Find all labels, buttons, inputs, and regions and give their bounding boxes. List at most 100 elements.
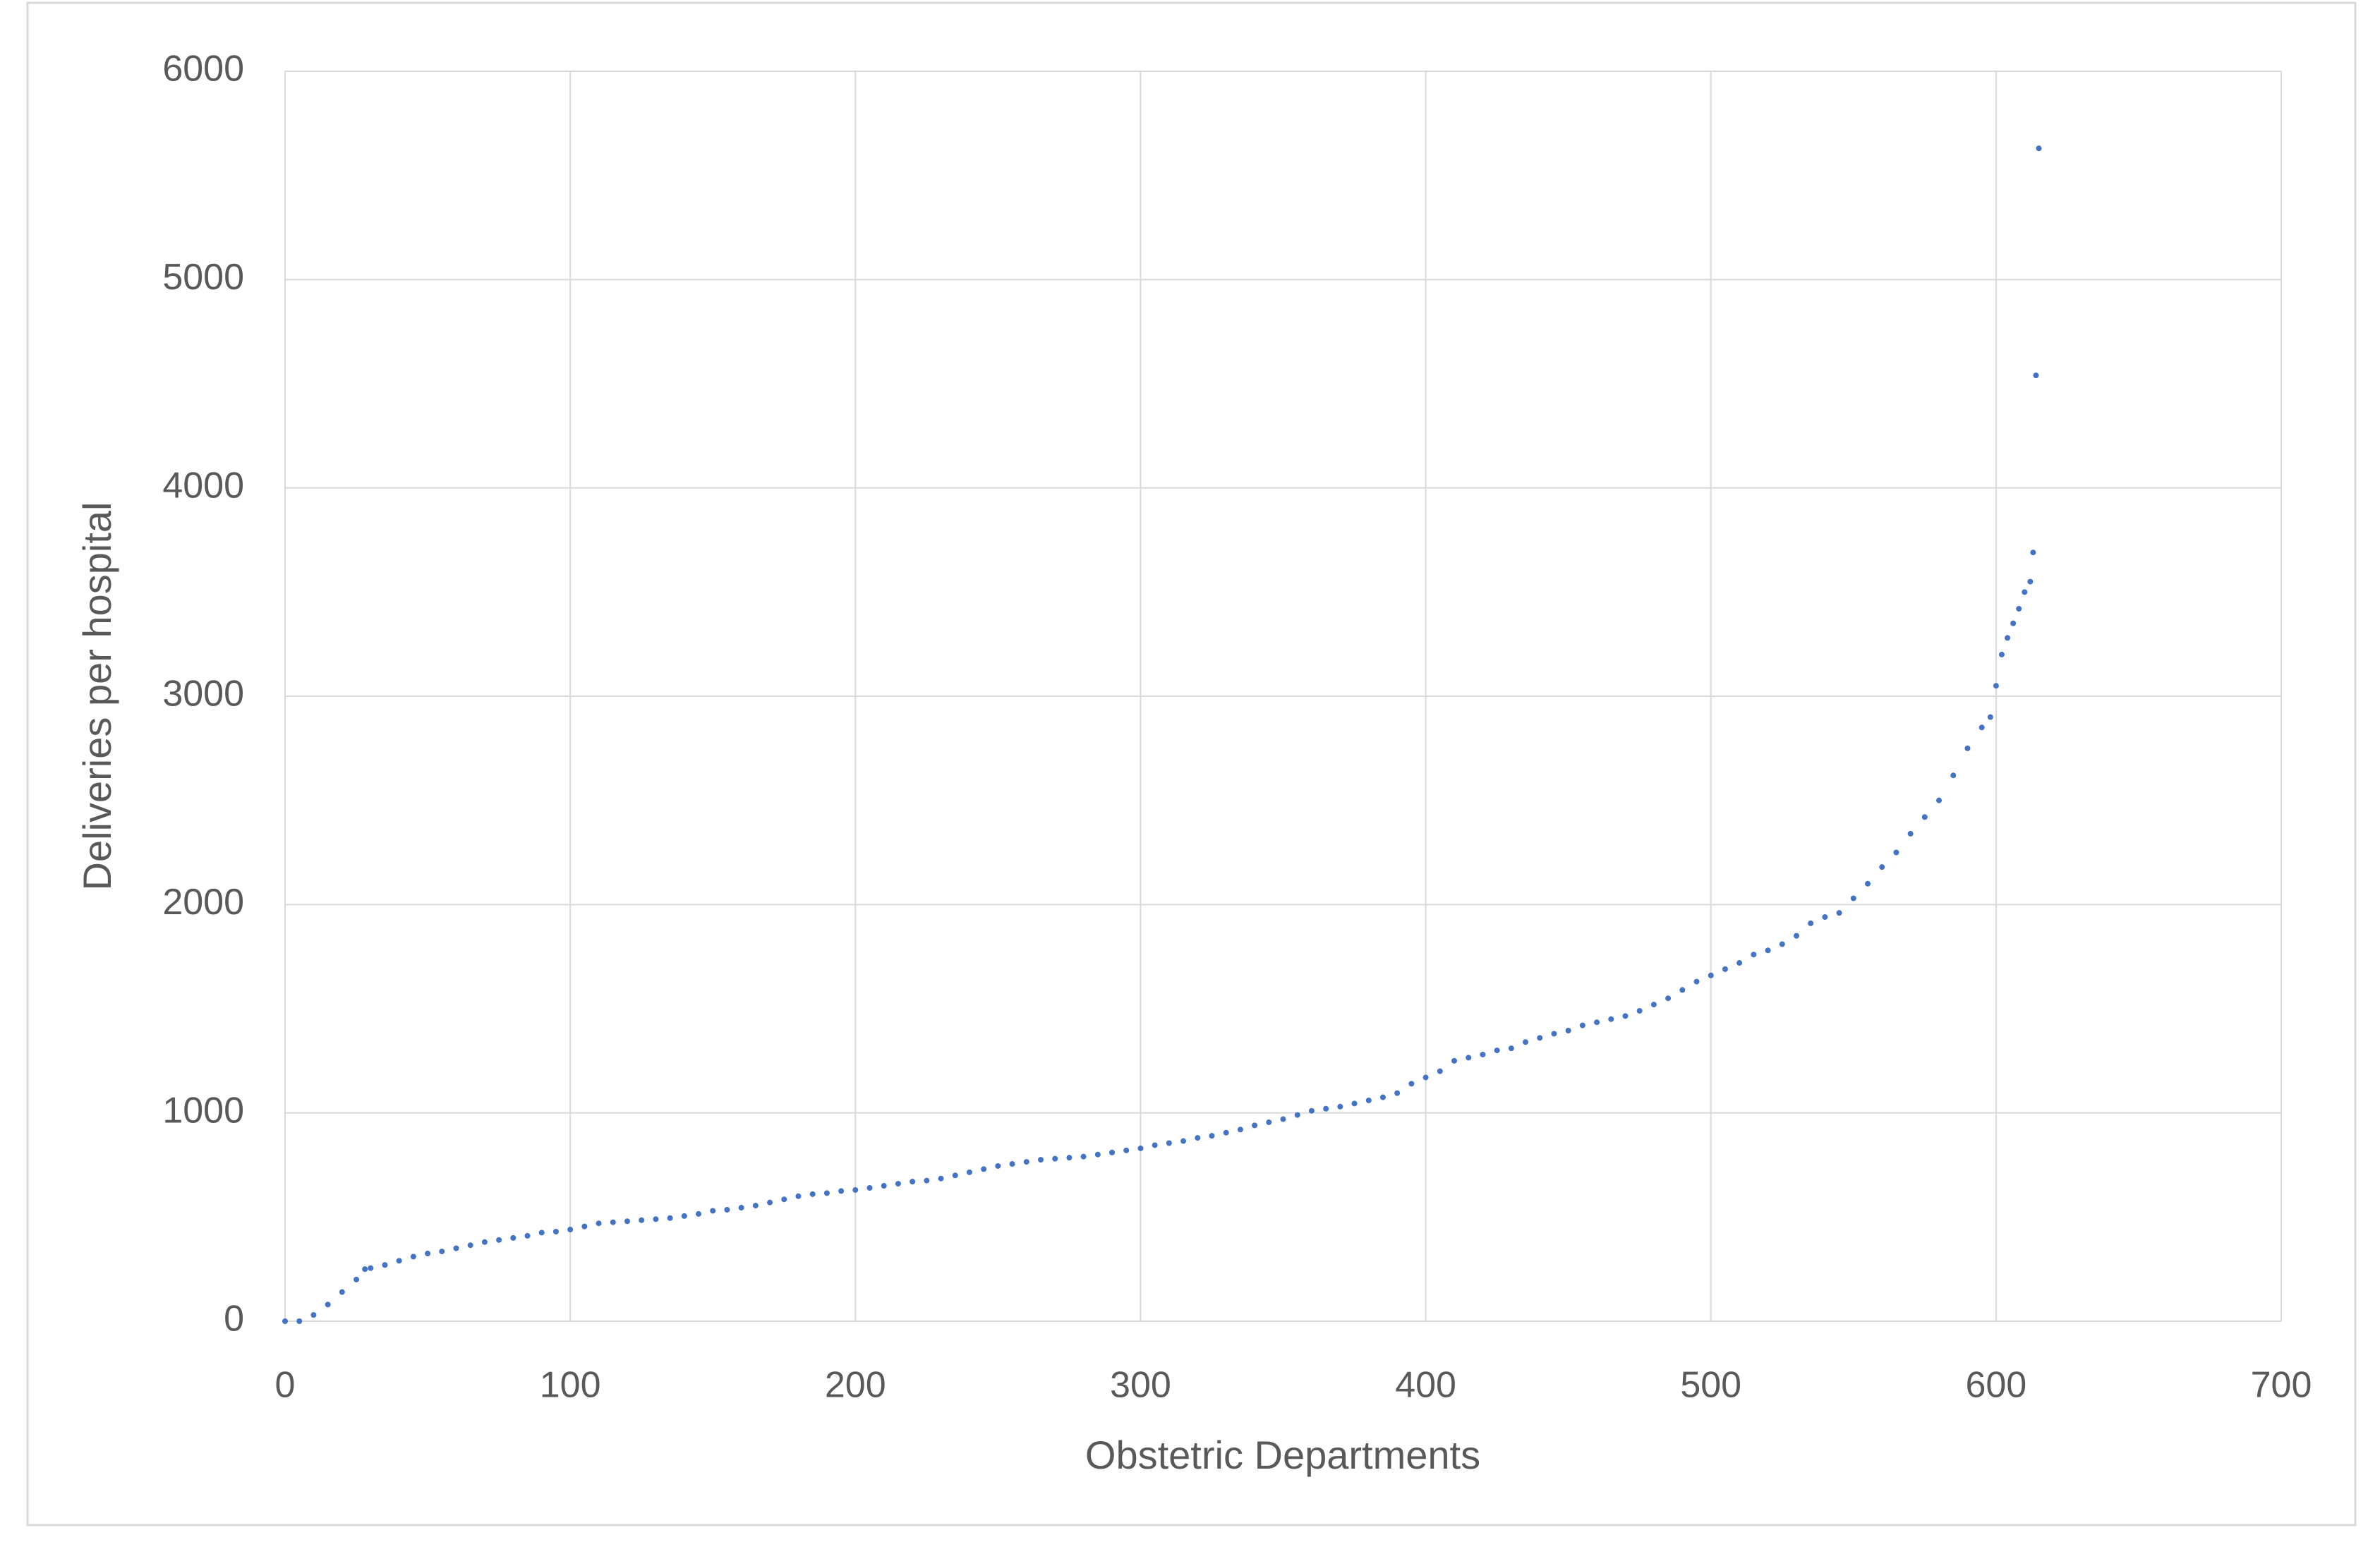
data-point <box>1052 1155 1058 1162</box>
data-point <box>1466 1055 1472 1061</box>
data-point <box>1252 1122 1258 1129</box>
data-point <box>710 1208 716 1214</box>
data-point <box>1109 1149 1116 1155</box>
data-point <box>296 1318 303 1324</box>
data-point <box>981 1166 987 1172</box>
x-axis-title: Obstetric Departments <box>1085 1433 1480 1477</box>
data-point <box>2027 578 2034 585</box>
data-point <box>481 1239 488 1245</box>
data-point <box>1209 1133 1215 1139</box>
data-point <box>1921 814 1928 820</box>
data-point <box>1850 895 1856 902</box>
y-axis-title: Deliveries per hospital <box>75 502 119 891</box>
data-point <box>2010 620 2017 626</box>
data-point <box>1365 1097 1372 1103</box>
data-point <box>1622 1013 1629 1019</box>
data-point <box>1280 1116 1286 1122</box>
data-point <box>1998 651 2005 657</box>
data-point <box>396 1258 402 1264</box>
data-point <box>2016 605 2022 612</box>
y-tick-label: 3000 <box>162 674 244 715</box>
data-point <box>496 1237 502 1243</box>
data-point <box>1693 978 1700 985</box>
data-point <box>952 1172 958 1179</box>
data-point <box>439 1249 445 1255</box>
data-point <box>325 1301 331 1308</box>
data-point <box>938 1175 944 1182</box>
y-tick-label: 6000 <box>162 49 244 90</box>
data-point <box>966 1169 972 1175</box>
data-point <box>1722 966 1728 972</box>
y-tick-label: 2000 <box>162 882 244 923</box>
data-point <box>1594 1019 1600 1026</box>
data-point <box>1494 1048 1500 1054</box>
data-point <box>795 1193 802 1199</box>
data-point <box>1351 1100 1358 1107</box>
data-point <box>639 1217 645 1223</box>
data-point <box>1907 830 1914 837</box>
data-point <box>738 1205 744 1211</box>
data-point <box>1223 1129 1229 1136</box>
data-point <box>1708 972 1714 978</box>
data-point <box>881 1183 887 1189</box>
data-point <box>2005 635 2011 641</box>
data-point <box>1080 1153 1087 1160</box>
data-point <box>282 1318 288 1324</box>
data-point <box>581 1223 588 1230</box>
data-point <box>752 1203 759 1209</box>
data-point <box>1379 1094 1386 1100</box>
chart-border <box>26 1 2357 1526</box>
data-point <box>1422 1074 1429 1081</box>
data-point <box>1987 714 1993 720</box>
data-point <box>1608 1016 1614 1022</box>
data-point <box>368 1265 374 1271</box>
data-point <box>1508 1045 1514 1052</box>
data-point <box>2036 145 2042 152</box>
data-point <box>895 1181 901 1187</box>
y-tick-label: 4000 <box>162 465 244 506</box>
data-point <box>1180 1138 1187 1144</box>
data-point <box>1009 1161 1015 1167</box>
data-point <box>382 1262 388 1268</box>
data-point <box>724 1206 730 1213</box>
data-point <box>1152 1142 1158 1148</box>
data-point <box>1964 745 1971 751</box>
data-point <box>1579 1022 1585 1028</box>
data-point <box>354 1276 360 1282</box>
data-point <box>838 1188 845 1194</box>
data-point <box>1808 920 1814 926</box>
data-point <box>1337 1103 1343 1110</box>
data-point <box>696 1210 702 1217</box>
data-point <box>552 1229 559 1235</box>
data-point <box>2030 550 2036 556</box>
data-point <box>1308 1107 1315 1114</box>
data-point <box>809 1191 816 1197</box>
data-point <box>1094 1151 1101 1158</box>
data-point <box>1437 1068 1443 1074</box>
y-tick-label: 0 <box>224 1299 244 1340</box>
data-point <box>1751 952 1757 958</box>
data-point <box>1793 933 1799 939</box>
data-point <box>425 1251 431 1257</box>
x-tick-label: 0 <box>275 1365 296 1406</box>
data-point <box>852 1186 859 1193</box>
data-point <box>1779 941 1785 947</box>
x-tick-label: 300 <box>1110 1365 1171 1406</box>
data-point <box>1451 1057 1457 1064</box>
data-point <box>1066 1155 1073 1161</box>
data-point <box>1765 947 1771 954</box>
data-point <box>362 1266 368 1273</box>
data-point <box>781 1196 787 1203</box>
data-point <box>339 1289 345 1295</box>
data-point <box>1936 797 1943 803</box>
data-point <box>610 1219 616 1225</box>
data-point <box>410 1253 416 1260</box>
data-point <box>1523 1039 1529 1045</box>
data-point <box>681 1213 687 1219</box>
data-point <box>1237 1127 1243 1133</box>
data-point <box>596 1220 602 1227</box>
data-point <box>567 1227 574 1233</box>
data-point <box>1323 1105 1329 1112</box>
